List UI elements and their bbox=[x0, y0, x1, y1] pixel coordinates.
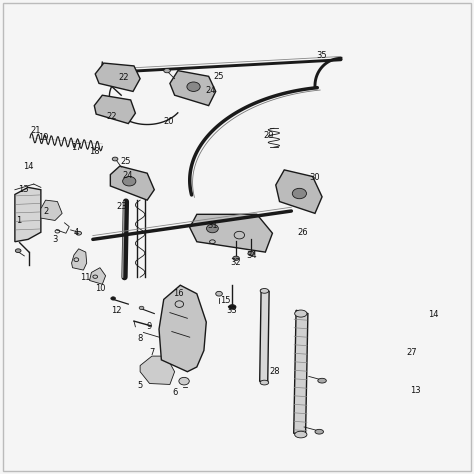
Polygon shape bbox=[294, 310, 308, 437]
Ellipse shape bbox=[315, 429, 323, 434]
Text: 5: 5 bbox=[137, 382, 143, 391]
Text: 30: 30 bbox=[310, 173, 320, 182]
Text: 2: 2 bbox=[43, 207, 48, 216]
Polygon shape bbox=[140, 356, 174, 384]
Text: 14: 14 bbox=[23, 162, 33, 171]
Text: 22: 22 bbox=[118, 73, 129, 82]
Text: 10: 10 bbox=[95, 284, 105, 293]
Text: 24: 24 bbox=[122, 171, 133, 180]
Polygon shape bbox=[110, 166, 155, 200]
Text: 31: 31 bbox=[207, 221, 218, 230]
Polygon shape bbox=[15, 187, 41, 242]
Text: 34: 34 bbox=[246, 251, 256, 260]
Polygon shape bbox=[41, 200, 62, 220]
Text: 17: 17 bbox=[71, 143, 82, 152]
Text: 21: 21 bbox=[31, 126, 41, 135]
Text: 13: 13 bbox=[410, 386, 421, 395]
Ellipse shape bbox=[112, 157, 118, 161]
Ellipse shape bbox=[111, 297, 116, 300]
Ellipse shape bbox=[164, 69, 170, 73]
Text: 25: 25 bbox=[214, 72, 224, 81]
Polygon shape bbox=[90, 268, 106, 284]
Text: 4: 4 bbox=[73, 228, 79, 237]
Text: 11: 11 bbox=[81, 273, 91, 282]
Polygon shape bbox=[260, 290, 269, 383]
Text: 19: 19 bbox=[38, 133, 48, 142]
Ellipse shape bbox=[216, 292, 222, 296]
Text: 3: 3 bbox=[52, 235, 58, 244]
Polygon shape bbox=[276, 170, 322, 213]
Text: 28: 28 bbox=[270, 367, 280, 376]
Ellipse shape bbox=[260, 380, 269, 385]
Text: 16: 16 bbox=[173, 289, 183, 298]
Ellipse shape bbox=[15, 249, 21, 253]
Text: 24: 24 bbox=[206, 86, 216, 95]
Text: 13: 13 bbox=[18, 185, 29, 194]
Ellipse shape bbox=[292, 188, 307, 199]
Polygon shape bbox=[94, 95, 136, 124]
Text: 23: 23 bbox=[116, 202, 127, 211]
Ellipse shape bbox=[295, 310, 307, 317]
Ellipse shape bbox=[233, 256, 239, 260]
Ellipse shape bbox=[295, 431, 307, 438]
Text: 29: 29 bbox=[264, 131, 274, 140]
Text: 12: 12 bbox=[111, 306, 122, 315]
Polygon shape bbox=[190, 214, 273, 252]
Text: 6: 6 bbox=[173, 389, 178, 398]
Polygon shape bbox=[95, 63, 140, 91]
Text: 1: 1 bbox=[16, 216, 21, 225]
Ellipse shape bbox=[123, 176, 136, 186]
Ellipse shape bbox=[318, 378, 326, 383]
Text: 27: 27 bbox=[407, 348, 417, 357]
Ellipse shape bbox=[207, 224, 219, 233]
Polygon shape bbox=[170, 71, 216, 106]
Ellipse shape bbox=[76, 231, 82, 235]
Text: 35: 35 bbox=[317, 51, 328, 60]
Ellipse shape bbox=[179, 377, 189, 385]
Text: 7: 7 bbox=[149, 348, 155, 357]
Text: 9: 9 bbox=[147, 322, 152, 331]
Polygon shape bbox=[159, 285, 206, 372]
Polygon shape bbox=[72, 249, 87, 270]
Text: 25: 25 bbox=[121, 157, 131, 166]
Ellipse shape bbox=[248, 251, 255, 255]
Ellipse shape bbox=[228, 305, 236, 310]
Ellipse shape bbox=[139, 306, 144, 310]
Text: 22: 22 bbox=[107, 112, 117, 121]
Text: 33: 33 bbox=[226, 306, 237, 315]
Text: 18: 18 bbox=[89, 147, 100, 156]
Text: 20: 20 bbox=[163, 117, 174, 126]
Text: 14: 14 bbox=[428, 310, 438, 319]
Text: 15: 15 bbox=[220, 296, 230, 305]
Text: 26: 26 bbox=[298, 228, 309, 237]
Ellipse shape bbox=[187, 82, 200, 91]
Text: 8: 8 bbox=[137, 334, 143, 343]
Text: 32: 32 bbox=[231, 258, 241, 267]
Ellipse shape bbox=[260, 289, 269, 293]
